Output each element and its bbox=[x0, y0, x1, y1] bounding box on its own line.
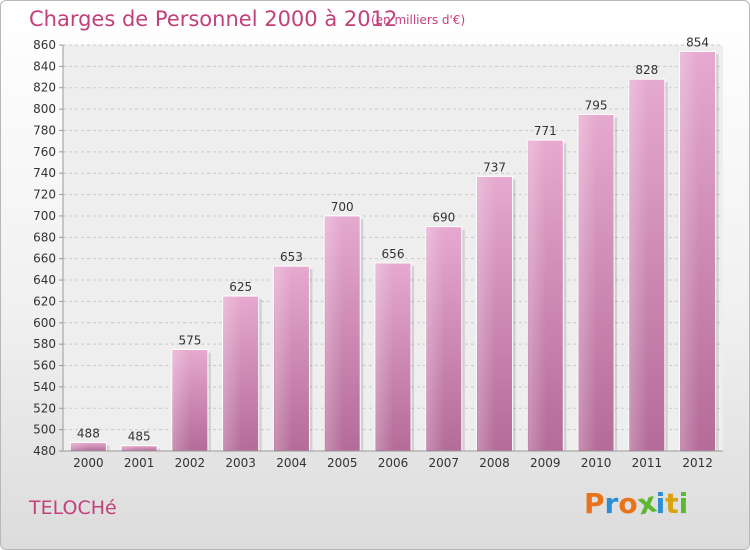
y-tick-label: 580 bbox=[33, 337, 56, 351]
y-tick-label: 800 bbox=[33, 102, 56, 116]
y-tick-label: 720 bbox=[33, 188, 56, 202]
value-label: 771 bbox=[534, 124, 557, 138]
bar-highlight bbox=[172, 350, 191, 450]
y-tick-label: 540 bbox=[33, 380, 56, 394]
value-label: 625 bbox=[229, 280, 252, 294]
logo-letter: o bbox=[618, 487, 638, 520]
value-label: 700 bbox=[331, 200, 354, 214]
y-tick-label: 860 bbox=[33, 38, 56, 52]
x-tick-label: 2003 bbox=[225, 456, 256, 470]
bar-highlight bbox=[122, 446, 141, 450]
y-tick-label: 780 bbox=[33, 123, 56, 137]
logo-letter: r bbox=[604, 487, 619, 520]
x-tick-label: 2006 bbox=[378, 456, 409, 470]
value-label: 854 bbox=[686, 35, 709, 49]
bars bbox=[69, 50, 719, 452]
y-tick-label: 660 bbox=[33, 252, 56, 266]
bar-highlight bbox=[71, 443, 90, 450]
value-label: 828 bbox=[635, 63, 658, 77]
x-tick-label: 2008 bbox=[479, 456, 510, 470]
place-name: TELOCHé bbox=[29, 497, 117, 519]
logo-letter: P bbox=[584, 487, 605, 520]
x-tick-label: 2000 bbox=[73, 456, 104, 470]
bar-highlight bbox=[477, 177, 496, 451]
x-tick-label: 2005 bbox=[327, 456, 358, 470]
y-tick-label: 600 bbox=[33, 316, 56, 330]
value-label: 737 bbox=[483, 160, 506, 174]
x-tick-label: 2009 bbox=[530, 456, 561, 470]
chart-subtitle: (en milliers d'€) bbox=[371, 13, 466, 27]
logo-letter: i bbox=[655, 487, 666, 520]
x-axis-labels: 2000 2001 2002 2003 2004 2005 2006 2007 2008 2009… bbox=[73, 456, 713, 470]
bar-highlight bbox=[325, 216, 344, 450]
value-label: 485 bbox=[128, 430, 151, 444]
value-label: 656 bbox=[382, 247, 405, 261]
y-tick-label: 640 bbox=[33, 273, 56, 287]
y-tick-label: 500 bbox=[33, 423, 56, 437]
y-tick-label: 480 bbox=[33, 444, 56, 458]
bar-highlight bbox=[629, 80, 648, 450]
y-tick-label: 740 bbox=[33, 166, 56, 180]
logo-letter: t bbox=[665, 487, 679, 520]
y-tick-label: 520 bbox=[33, 401, 56, 415]
x-tick-label: 2011 bbox=[632, 456, 663, 470]
bar-highlight bbox=[274, 267, 293, 450]
bar-highlight bbox=[579, 115, 598, 451]
value-label: 690 bbox=[432, 211, 455, 225]
x-tick-label: 2004 bbox=[276, 456, 307, 470]
x-tick-label: 2007 bbox=[428, 456, 459, 470]
y-tick-label: 820 bbox=[33, 81, 56, 95]
value-label: 653 bbox=[280, 250, 303, 264]
logo-letter: i bbox=[678, 487, 689, 520]
bar-highlight bbox=[528, 141, 547, 450]
y-tick-label: 560 bbox=[33, 359, 56, 373]
y-tick-label: 620 bbox=[33, 294, 56, 308]
bar-highlight bbox=[223, 297, 242, 450]
y-axis-labels: 480 500 520 540 560 580 600 620 640 660 680 700 720 7… bbox=[33, 38, 56, 458]
bar-highlight bbox=[376, 263, 394, 450]
y-tick-label: 680 bbox=[33, 230, 56, 244]
bar-highlight bbox=[680, 52, 699, 451]
x-tick-label: 2012 bbox=[682, 456, 713, 470]
value-label: 488 bbox=[77, 426, 100, 440]
x-tick-label: 2002 bbox=[175, 456, 206, 470]
y-tick-label: 700 bbox=[33, 209, 56, 223]
value-labels: 488 485 575 625 653 700 656 690 737 771 795 828 854 bbox=[77, 35, 709, 443]
bar-highlight bbox=[426, 227, 445, 450]
x-tick-label: 2010 bbox=[581, 456, 612, 470]
y-tick-label: 760 bbox=[33, 145, 56, 159]
proxiti-logo: Proxiti bbox=[584, 485, 689, 521]
chart-title: Charges de Personnel 2000 à 2012 bbox=[29, 7, 398, 31]
value-label: 795 bbox=[585, 98, 608, 112]
x-tick-label: 2001 bbox=[124, 456, 155, 470]
value-label: 575 bbox=[178, 334, 201, 348]
y-tick-label: 840 bbox=[33, 59, 56, 73]
